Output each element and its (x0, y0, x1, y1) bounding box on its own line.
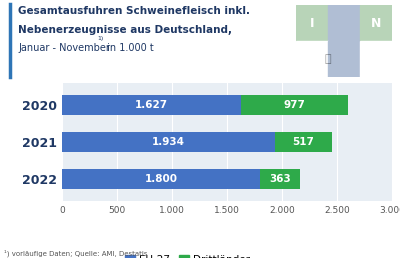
Bar (360, 5, 392, 41)
Text: Gesamtausfuhren Schweinefleisch inkl.: Gesamtausfuhren Schweinefleisch inkl. (18, 6, 250, 17)
Legend: EU-27, Drittländer: EU-27, Drittländer (125, 255, 250, 258)
Bar (62, 95, 241, 115)
Bar (328, 5, 360, 41)
Text: S: S (340, 17, 348, 30)
Text: in 1.000 t: in 1.000 t (104, 43, 154, 53)
Text: Nebenerzeugnisse aus Deutschland,: Nebenerzeugnisse aus Deutschland, (18, 25, 232, 35)
Bar (62, 132, 275, 152)
Text: 1): 1) (97, 36, 104, 41)
Text: 1.934: 1.934 (152, 137, 185, 147)
Bar (296, 41, 328, 77)
Text: 517: 517 (292, 137, 314, 147)
Text: 🐷: 🐷 (325, 54, 331, 64)
Bar (296, 5, 328, 41)
Text: 977: 977 (284, 100, 306, 110)
Text: ¹) vorläufige Daten; Quelle: AMI, Destatis: ¹) vorläufige Daten; Quelle: AMI, Destat… (4, 249, 148, 257)
Text: 363: 363 (269, 174, 291, 184)
Text: 1.627: 1.627 (135, 100, 168, 110)
Bar (260, 169, 300, 189)
Text: I: I (310, 17, 314, 30)
Bar (360, 41, 392, 77)
Text: 1.800: 1.800 (144, 174, 178, 184)
Bar (62, 169, 260, 189)
Bar (328, 41, 360, 77)
Text: Januar - November: Januar - November (18, 43, 110, 53)
Bar (241, 95, 348, 115)
Text: N: N (371, 17, 381, 30)
Bar (275, 132, 332, 152)
